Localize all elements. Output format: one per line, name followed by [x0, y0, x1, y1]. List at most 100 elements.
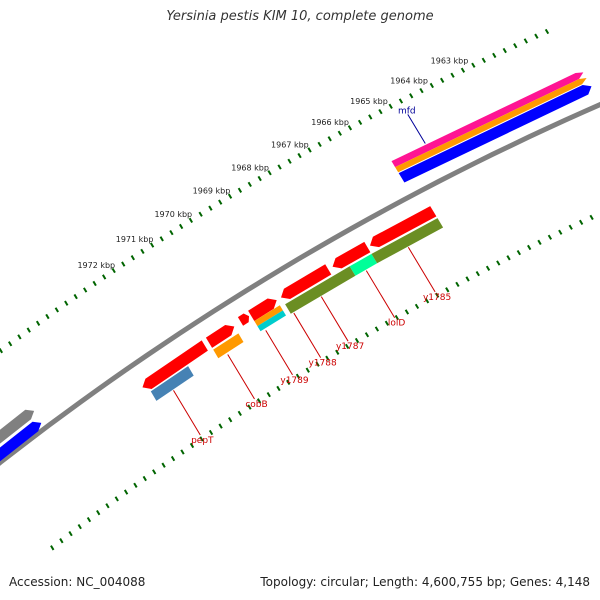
- gene-leader-line: [227, 354, 255, 400]
- kbp-labels: 1963 kbp 1964 kbp 1965 kbp 1966 kbp 1967 kbp…: [77, 57, 468, 270]
- tick-mark: [59, 538, 64, 544]
- tick-mark: [114, 496, 119, 502]
- tick-mark: [485, 265, 491, 271]
- tick-mark: [54, 307, 59, 313]
- gene-leader-line: [293, 312, 322, 358]
- tick-mark: [315, 361, 320, 367]
- y1788-band-cyan: [257, 310, 286, 332]
- tick-mark: [188, 217, 194, 223]
- tick-mark: [297, 152, 302, 159]
- tick-mark: [96, 510, 101, 516]
- tick-mark: [335, 349, 340, 355]
- tick-mark: [502, 47, 507, 54]
- tick-mark: [414, 303, 420, 310]
- gene-leader-line: [265, 330, 293, 376]
- tick-mark: [77, 523, 82, 530]
- tick-mark: [73, 293, 78, 300]
- tick-mark: [409, 93, 414, 99]
- tick-mark: [277, 164, 282, 170]
- y1789-band-orange: [254, 305, 283, 327]
- accession-text: Accession: NC_004088: [9, 575, 146, 589]
- tick-mark: [374, 326, 380, 332]
- gene-label: cobB: [245, 400, 267, 410]
- gene-label: y1787: [336, 342, 364, 352]
- tick-mark: [295, 373, 301, 379]
- tick-mark: [394, 314, 400, 321]
- gene-label: lolD: [388, 319, 406, 329]
- tick-mark: [227, 193, 233, 199]
- kbp-label: 1972 kbp: [77, 261, 115, 270]
- tick-mark: [337, 130, 342, 136]
- y1785-band-olive: [371, 218, 444, 264]
- tick-mark: [465, 276, 470, 282]
- tick-mark: [102, 274, 107, 280]
- tick-ring-outer: [0, 28, 550, 354]
- tick-mark: [305, 367, 310, 373]
- tick-mark: [455, 281, 460, 288]
- tick-mark: [17, 334, 22, 340]
- tick-mark: [35, 320, 41, 326]
- tick-mark: [344, 343, 350, 350]
- gene-label: mfd: [398, 106, 416, 116]
- tick-mark: [133, 482, 138, 488]
- tick-mark: [130, 255, 135, 261]
- gene-label: y1788: [308, 359, 337, 369]
- tick-mark: [159, 236, 164, 242]
- y1787-band-olive: [285, 266, 356, 314]
- tick-mark: [0, 348, 4, 354]
- tick-mark: [496, 260, 501, 266]
- genome-summary-text: Topology: circular; Length: 4,600,755 bp…: [260, 575, 590, 589]
- tick-mark: [276, 385, 281, 392]
- tick-mark: [218, 199, 223, 205]
- kbp-label: 1971 kbp: [116, 235, 154, 244]
- tick-mark: [208, 205, 213, 211]
- tick-mark: [589, 214, 594, 221]
- tick-mark: [7, 341, 13, 347]
- backbone-arc: [0, 101, 600, 466]
- peptide-feature-red: [142, 340, 208, 389]
- tick-mark: [568, 224, 573, 230]
- tick-mark: [307, 147, 312, 153]
- tick-mark: [460, 67, 466, 73]
- tick-mark: [169, 229, 174, 236]
- tick-mark: [471, 62, 476, 68]
- gene-labels: mfd y1785 lolD y1787 y1788 y1789 cobB pepT: [191, 106, 451, 446]
- tick-mark: [357, 119, 363, 126]
- kbp-label: 1966 kbp: [311, 118, 349, 127]
- gene-label: y1785: [423, 293, 451, 303]
- tick-mark: [64, 300, 69, 306]
- tick-mark: [513, 43, 518, 49]
- tick-mark: [152, 469, 157, 475]
- tick-mark: [419, 87, 424, 94]
- tick-mark: [228, 417, 233, 423]
- tick-mark: [266, 391, 271, 398]
- tick-mark: [523, 38, 528, 44]
- tick-mark: [424, 298, 430, 304]
- tick-mark: [45, 313, 50, 320]
- tick-mark: [537, 239, 542, 246]
- cobB-band-orange: [213, 333, 244, 359]
- feature-red-lolD: [332, 241, 371, 269]
- tick-mark: [218, 423, 223, 429]
- tick-mark: [325, 355, 330, 361]
- tick-mark: [26, 327, 31, 333]
- tick-mark: [86, 516, 92, 523]
- tick-mark: [368, 114, 373, 120]
- tick-mark: [111, 267, 116, 274]
- gene-leader-line: [407, 114, 426, 144]
- mfd-feature-pink: [391, 72, 584, 168]
- gene-label: y1789: [280, 376, 309, 386]
- tick-mark: [579, 219, 584, 225]
- tick-mark: [354, 337, 360, 344]
- pepT-band-steelblue: [150, 366, 194, 401]
- tick-mark: [208, 429, 214, 436]
- tick-mark: [121, 261, 126, 267]
- tick-mark: [287, 158, 292, 164]
- tick-mark: [142, 475, 147, 482]
- feature-arrows: [0, 72, 592, 462]
- lolD-band-green: [349, 253, 378, 276]
- kbp-label: 1967 kbp: [271, 140, 309, 149]
- tick-mark: [189, 442, 195, 449]
- tick-mark: [83, 287, 88, 293]
